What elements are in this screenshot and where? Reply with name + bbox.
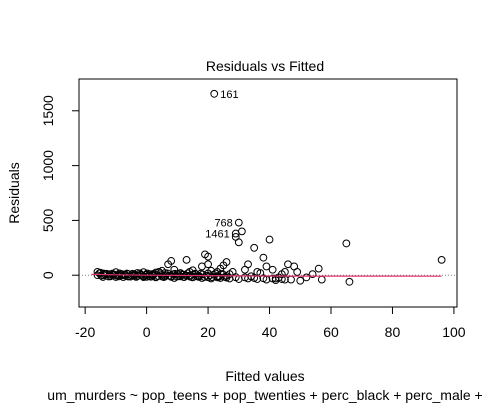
data-point (207, 266, 216, 275)
data-point (262, 262, 271, 271)
data-point (213, 273, 222, 282)
data-point (296, 276, 305, 285)
data-point (176, 272, 185, 281)
data-point (244, 260, 252, 269)
x-tick-label: 100 (442, 324, 466, 340)
data-point (161, 272, 169, 281)
data-point (204, 273, 212, 282)
data-point (250, 243, 259, 252)
chart-subtitle: um_murders ~ pop_teens + pop_twenties + … (47, 387, 482, 403)
data-point (314, 264, 323, 273)
data-point (210, 89, 219, 98)
x-tick-label: 20 (200, 324, 216, 340)
data-point (342, 239, 351, 248)
x-tick-label: 60 (323, 324, 339, 340)
data-point (133, 272, 142, 280)
data-point (167, 272, 176, 280)
outlier-label: 1461 (205, 229, 229, 241)
data-point (234, 218, 243, 227)
y-tick-label: 1000 (40, 150, 56, 181)
outlier-label: 161 (220, 89, 238, 101)
data-point (204, 260, 212, 269)
data-point (105, 271, 114, 280)
x-tick-label: -20 (75, 324, 95, 340)
data-point (302, 273, 311, 282)
data-point (194, 272, 203, 281)
data-point (142, 272, 151, 281)
data-point (158, 272, 166, 281)
data-point (222, 273, 231, 282)
outlier-label: 768 (214, 218, 232, 230)
data-point (265, 235, 274, 244)
y-tick-label: 500 (40, 209, 56, 233)
data-point (130, 271, 139, 280)
data-point (293, 268, 302, 276)
x-tick-label: 80 (385, 324, 401, 340)
data-point (111, 271, 120, 280)
data-point (241, 273, 249, 282)
y-tick-label: 1500 (40, 95, 56, 126)
data-point (259, 253, 268, 262)
y-axis-label: Residuals (6, 162, 22, 223)
x-tick-label: 40 (262, 324, 278, 340)
data-point (139, 272, 148, 280)
smoother-line (91, 273, 442, 277)
data-point (204, 252, 212, 261)
data-point (231, 273, 240, 282)
x-tick-label: 0 (143, 324, 151, 340)
data-point (216, 274, 225, 282)
chart-title: Residuals vs Fitted (206, 58, 324, 74)
data-point (185, 272, 194, 281)
data-point (234, 238, 243, 247)
data-point (167, 257, 176, 265)
data-point (115, 272, 123, 281)
data-point (437, 255, 446, 264)
data-point (259, 274, 268, 283)
data-point (308, 270, 317, 279)
data-point (237, 227, 246, 236)
data-point (317, 275, 326, 284)
data-point (281, 268, 289, 276)
data-point (222, 258, 231, 266)
data-point (182, 255, 191, 264)
data-point (268, 274, 277, 283)
data-point (179, 272, 188, 281)
data-point (250, 274, 259, 282)
x-axis-label: Fitted values (225, 368, 304, 384)
y-tick-label: 0 (40, 271, 56, 279)
data-point (188, 273, 197, 282)
data-point (345, 277, 354, 286)
data-point (268, 265, 277, 274)
